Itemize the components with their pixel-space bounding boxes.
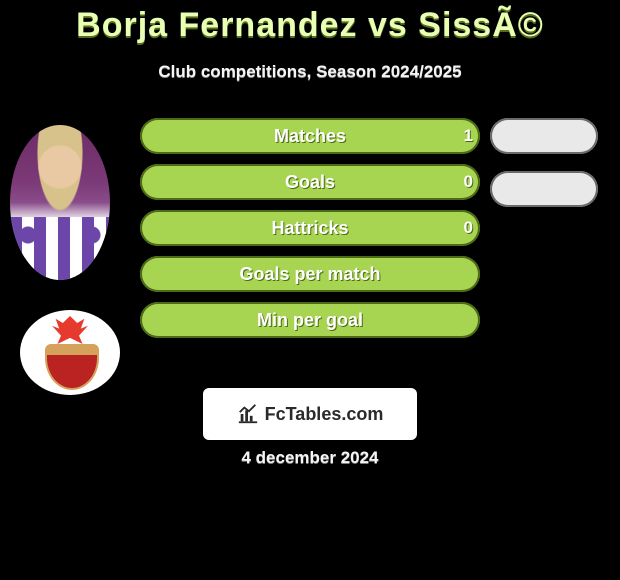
badge-shield-icon [45,344,99,390]
stat-value-left: 0 [140,164,473,200]
club-badge-left [20,310,120,395]
stat-value-left: 1 [140,118,473,154]
stat-pill-right [490,118,598,154]
stat-pill-right [490,171,598,207]
stat-value-left [140,256,473,292]
stat-row: Goals per match [140,256,610,296]
page-subtitle: Club competitions, Season 2024/2025 Club… [0,62,620,82]
date-label: 4 december 2024 4 december 2024 [0,448,620,468]
stats-icon [237,403,259,425]
stat-row: Hattricks 0 [140,210,610,250]
comparison-card: Borja Fernandez vs SissÃ© Borja Fernande… [0,0,620,580]
player-photo-left [10,125,110,280]
stat-value-left [140,302,473,338]
stat-row: Matches 1 [140,118,610,158]
badge-flame-icon [52,316,88,344]
stat-row: Min per goal [140,302,610,342]
stat-value-left: 0 [140,210,473,246]
stat-row: Goals 0 [140,164,610,204]
brand-text: FcTables.com [265,404,384,425]
stats-rows: Matches 1 Goals 0 Hattricks 0 Goals per … [140,118,610,348]
page-title: Borja Fernandez vs SissÃ© Borja Fernande… [0,6,620,45]
brand-footer[interactable]: FcTables.com [203,388,417,440]
